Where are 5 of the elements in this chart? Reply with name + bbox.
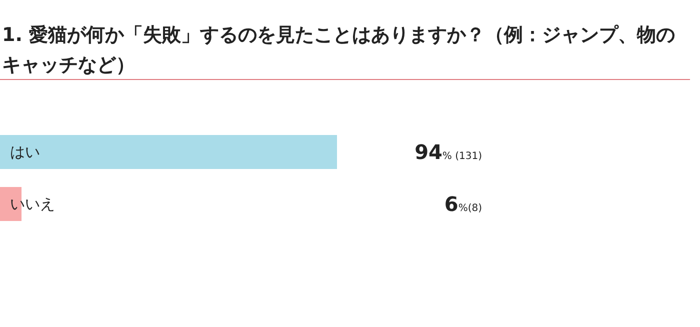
y-tick-label: いいえ (10, 195, 55, 214)
y-tick-label: はい (10, 143, 40, 162)
data-label: 6%(8) (444, 192, 482, 216)
chart-title: 1. 愛猫が何か「失敗」するのを見たことはありますか？（例：ジャンプ、物のキャッチなど） (2, 23, 676, 78)
data-label: 94% (131) (414, 140, 482, 164)
